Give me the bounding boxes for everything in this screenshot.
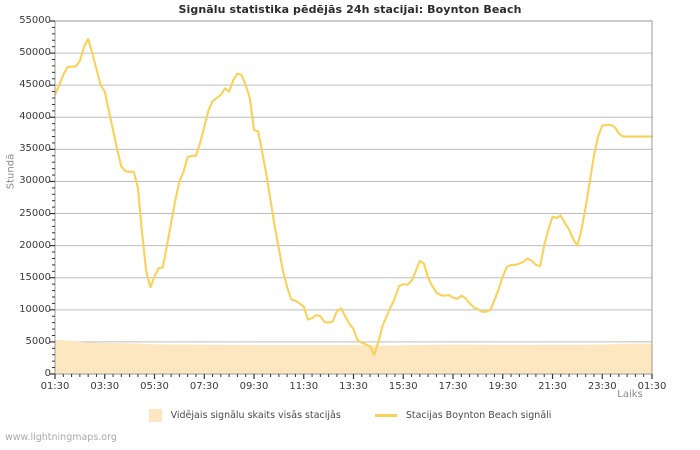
x-axis-tick-label: 21:30 bbox=[538, 381, 567, 392]
y-axis-tick-label: 25000 bbox=[19, 207, 51, 219]
x-axis-tick-label: 23:30 bbox=[587, 381, 617, 392]
legend-label-average: Vidējais signālu skaits visās stacijās bbox=[170, 410, 341, 421]
x-axis-tick-label: 01:30 bbox=[637, 381, 667, 392]
legend-item-station[interactable]: Stacijas Boynton Beach signāli bbox=[374, 410, 552, 421]
legend-item-average[interactable]: Vidējais signālu skaits visās stacijās bbox=[148, 409, 341, 422]
y-axis-tick-label: 20000 bbox=[19, 239, 51, 251]
x-axis-tick-label: 09:30 bbox=[239, 381, 269, 392]
y-axis-tick-label: 10000 bbox=[19, 303, 51, 315]
chart-title: Signālu statistika pēdējās 24h stacijai:… bbox=[178, 3, 522, 16]
y-axis-tick-label: 45000 bbox=[19, 79, 51, 91]
y-axis-tick-label: 5000 bbox=[25, 335, 51, 347]
x-axis-tick-label: 19:30 bbox=[488, 381, 518, 392]
watermark: www.lightningmaps.org bbox=[5, 432, 117, 443]
y-axis-tick-label: 35000 bbox=[19, 143, 51, 155]
y-axis-tick-label: 30000 bbox=[19, 175, 51, 187]
x-axis-tick-label: 01:30 bbox=[40, 381, 70, 392]
x-axis-tick-label: 11:30 bbox=[289, 381, 319, 392]
y-axis-tick-label: 15000 bbox=[19, 271, 51, 283]
x-axis-tick-label: 07:30 bbox=[189, 381, 219, 392]
y-axis-tick-label: 0 bbox=[44, 368, 51, 379]
y-axis-title: Stundā bbox=[5, 153, 17, 190]
y-axis-tick-label: 55000 bbox=[19, 15, 51, 26]
legend-line-swatch-icon bbox=[374, 414, 397, 417]
y-axis-tick-label: 50000 bbox=[19, 47, 51, 59]
x-axis-tick-label: 13:30 bbox=[339, 381, 368, 392]
chart-legend: Vidējais signālu skaits visās stacijās S… bbox=[0, 409, 700, 422]
legend-label-station: Stacijas Boynton Beach signāli bbox=[405, 410, 552, 421]
x-axis-tick-label: 03:30 bbox=[90, 381, 120, 392]
x-axis-tick-label: 05:30 bbox=[140, 381, 169, 392]
x-axis-tick-label: 15:30 bbox=[388, 381, 418, 392]
x-axis-title: Laiks bbox=[617, 389, 643, 400]
x-axis-tick-label: 17:30 bbox=[438, 381, 468, 392]
y-axis-tick-label: 40000 bbox=[19, 111, 51, 123]
legend-area-swatch-icon bbox=[148, 409, 162, 422]
